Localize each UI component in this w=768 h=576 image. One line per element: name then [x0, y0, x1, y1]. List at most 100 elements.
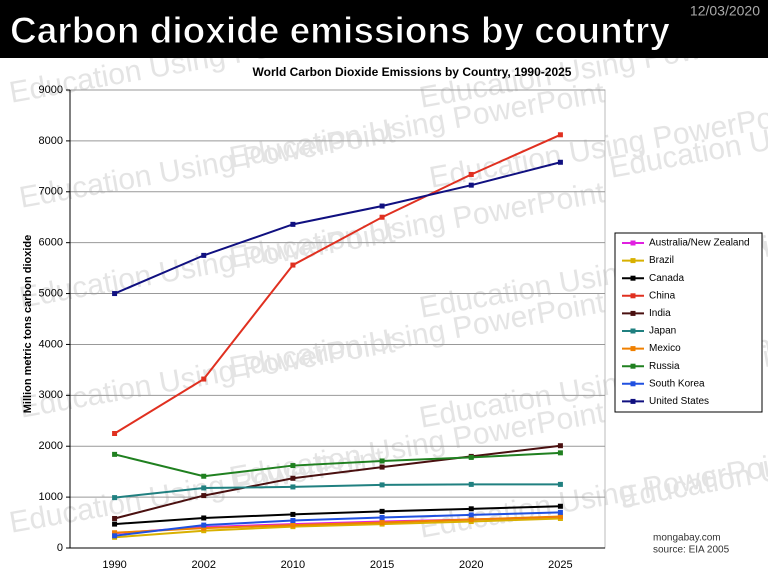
legend-marker: [630, 310, 636, 316]
point: [201, 522, 207, 528]
y-tick-label: 9000: [39, 84, 63, 96]
point: [201, 525, 207, 531]
y-tick-label: 8000: [39, 135, 63, 147]
legend-box: [614, 232, 763, 413]
x-tick-label: 2020: [459, 559, 483, 571]
point: [379, 514, 385, 520]
series-line: [114, 505, 561, 526]
point: [112, 431, 118, 436]
point: [468, 481, 474, 487]
point: [557, 503, 563, 509]
point: [112, 530, 118, 536]
point: [290, 484, 296, 490]
series-line: [114, 515, 561, 534]
series-line: [114, 161, 561, 295]
point: [379, 520, 385, 526]
point: [112, 533, 118, 539]
legend-label: Canada: [649, 273, 684, 284]
y-tick-label: 0: [57, 542, 63, 554]
series-line: [114, 444, 561, 520]
point: [557, 450, 563, 456]
point: [290, 221, 296, 227]
point: [290, 518, 296, 524]
note: mongabay.com: [653, 533, 721, 544]
legend-label: Mexico: [649, 343, 681, 354]
chart-title: World Carbon Dioxide Emissions by Countr…: [253, 65, 572, 79]
legend-marker: [630, 275, 636, 281]
point: [379, 482, 385, 488]
legend-marker: [630, 398, 636, 404]
legend-marker: [630, 363, 636, 369]
point: [112, 515, 118, 521]
legend-marker: [630, 381, 636, 387]
x-tick-label: 2025: [548, 559, 572, 571]
legend-label: Australia/New Zealand: [649, 238, 750, 249]
y-tick-label: 1000: [39, 491, 63, 503]
point: [468, 512, 474, 518]
legend-label: India: [649, 308, 671, 319]
point: [290, 511, 296, 517]
point: [379, 508, 385, 514]
slide-title: Carbon dioxide emissions by country: [10, 10, 670, 51]
point: [201, 473, 207, 479]
legend-label: Russia: [649, 361, 680, 372]
point: [290, 463, 296, 469]
x-tick-label: 2015: [370, 559, 394, 571]
series-line: [114, 511, 561, 537]
point: [201, 515, 207, 521]
point: [468, 171, 474, 177]
legend-label: Brazil: [649, 255, 674, 266]
series-line: [114, 517, 561, 539]
point: [557, 481, 563, 487]
point: [201, 376, 207, 382]
series-line: [114, 133, 561, 435]
legend-marker: [630, 346, 636, 352]
point: [201, 485, 207, 491]
point: [112, 495, 118, 501]
legend-label: United States: [649, 396, 709, 407]
point: [201, 493, 207, 499]
legend-marker: [630, 293, 636, 299]
point: [112, 451, 118, 457]
point: [201, 528, 207, 534]
legend-label: Japan: [649, 326, 676, 337]
point: [557, 509, 563, 515]
x-tick-label: 2002: [192, 559, 216, 571]
point: [112, 291, 118, 297]
point: [379, 458, 385, 464]
y-tick-label: 5000: [39, 287, 63, 299]
date: 12/03/2020: [690, 3, 760, 19]
point: [468, 517, 474, 523]
legend-label: South Korea: [649, 378, 705, 389]
legend-marker: [630, 328, 636, 334]
series-line: [114, 451, 561, 478]
point: [557, 132, 563, 138]
x-tick-label: 1990: [102, 559, 126, 571]
point: [290, 262, 296, 268]
point: [290, 522, 296, 528]
legend-marker: [630, 258, 636, 264]
y-tick-label: 3000: [39, 389, 63, 401]
y-axis-label: Million metric tons carbon dioxide: [22, 235, 34, 413]
note: source: EIA 2005: [653, 545, 730, 556]
legend-label: China: [649, 290, 676, 301]
point: [468, 454, 474, 460]
point: [557, 159, 563, 165]
y-tick-label: 4000: [39, 338, 63, 350]
point: [290, 475, 296, 481]
y-tick-label: 2000: [39, 440, 63, 452]
point: [379, 203, 385, 209]
x-tick-label: 2010: [281, 559, 305, 571]
point: [379, 214, 385, 220]
y-tick-label: 7000: [39, 186, 63, 198]
point: [112, 521, 118, 527]
point: [379, 464, 385, 470]
y-tick-label: 6000: [39, 237, 63, 249]
point: [201, 252, 207, 258]
header-bar: [0, 0, 768, 58]
point: [557, 513, 563, 519]
point: [557, 443, 563, 449]
point: [468, 506, 474, 512]
legend-marker: [630, 240, 636, 246]
